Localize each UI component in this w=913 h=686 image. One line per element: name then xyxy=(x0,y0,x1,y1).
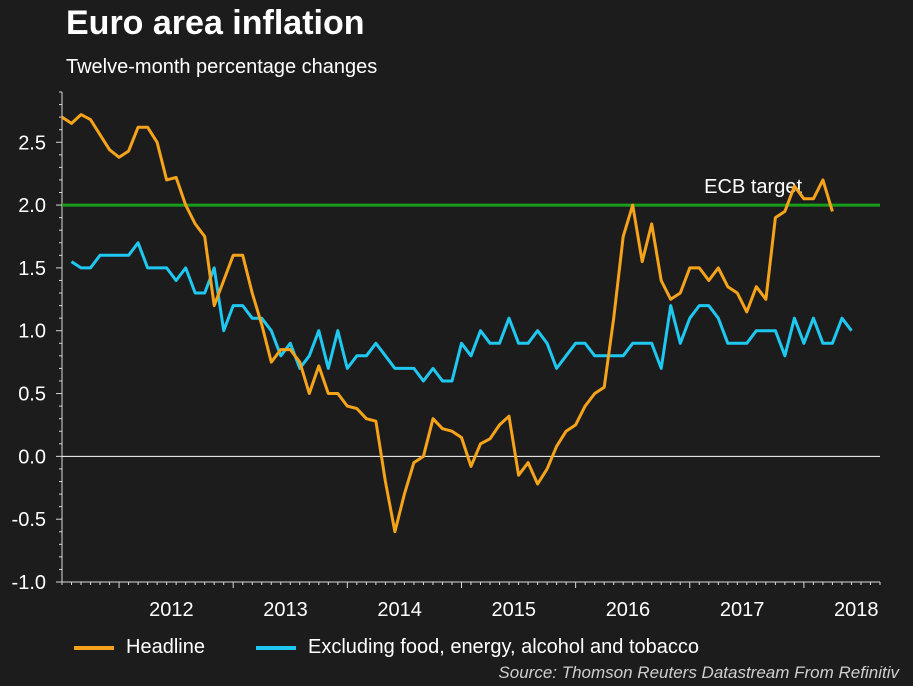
chart-title: Euro area inflation xyxy=(66,4,365,42)
x-tick-label: 2012 xyxy=(149,599,194,621)
y-tick-label: 2.0 xyxy=(18,195,46,217)
legend-label-core: Excluding food, energy, alcohol and toba… xyxy=(308,636,700,658)
x-tick-label: 2017 xyxy=(720,599,765,621)
legend-swatch-headline xyxy=(74,645,114,650)
y-tick-label: 1.5 xyxy=(18,258,46,280)
series-line-headline xyxy=(61,113,834,534)
source-note: Source: Thomson Reuters Datastream From … xyxy=(498,663,899,682)
x-tick-label: 2014 xyxy=(377,599,422,621)
y-tick-label: 2.5 xyxy=(18,132,46,154)
series-line-core xyxy=(70,241,853,383)
x-tick-label: 2013 xyxy=(263,599,308,621)
y-tick-label: 1.0 xyxy=(18,321,46,343)
legend-label-headline: Headline xyxy=(126,636,205,658)
y-tick-label: -0.5 xyxy=(12,509,46,531)
legend-item-headline: Headline xyxy=(74,636,205,659)
chart-subtitle: Twelve-month percentage changes xyxy=(66,56,378,78)
x-tick-label: 2018 xyxy=(834,599,879,621)
ecb-target-label: ECB target xyxy=(704,176,802,198)
y-tick-label: 0.5 xyxy=(18,384,46,406)
y-tick-label: 0.0 xyxy=(18,446,46,468)
legend-swatch-core xyxy=(256,645,296,650)
x-tick-label: 2016 xyxy=(606,599,651,621)
x-tick-label: 2015 xyxy=(492,599,537,621)
legend-item-core: Excluding food, energy, alcohol and toba… xyxy=(256,636,699,659)
y-tick-label: -1.0 xyxy=(12,572,46,594)
